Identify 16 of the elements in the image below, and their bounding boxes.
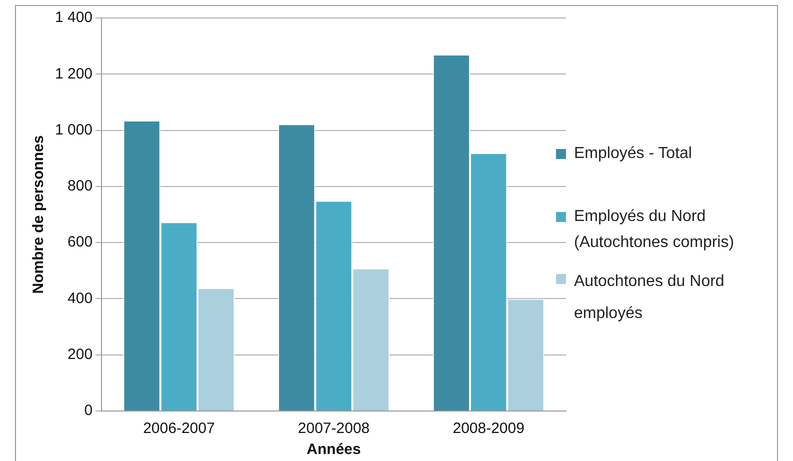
legend-label: Employés du Nord (Autochtones compris) — [574, 207, 736, 253]
y-tick-label: 0 — [84, 402, 93, 420]
x-tick-label: 2006-2007 — [143, 420, 215, 438]
y-axis-title: Nombre de personnes — [30, 135, 48, 294]
legend-label: Employés - Total — [574, 144, 692, 164]
y-tick-label: 200 — [68, 346, 93, 363]
y-tick-label: 800 — [68, 178, 93, 195]
y-tick-label: 400 — [68, 290, 93, 307]
y-tick-label: 600 — [68, 234, 93, 251]
y-tick-label: 1 200 — [54, 65, 93, 82]
x-tick-label: 2008-2009 — [452, 420, 524, 438]
y-tick-label: 1 000 — [54, 121, 93, 138]
y-tick-label: 1 400 — [54, 9, 93, 26]
x-axis-title: Années — [306, 441, 361, 458]
x-tick-label: 2007-2008 — [298, 420, 370, 438]
legend-label: Autochtones du Nord employés — [574, 272, 726, 324]
